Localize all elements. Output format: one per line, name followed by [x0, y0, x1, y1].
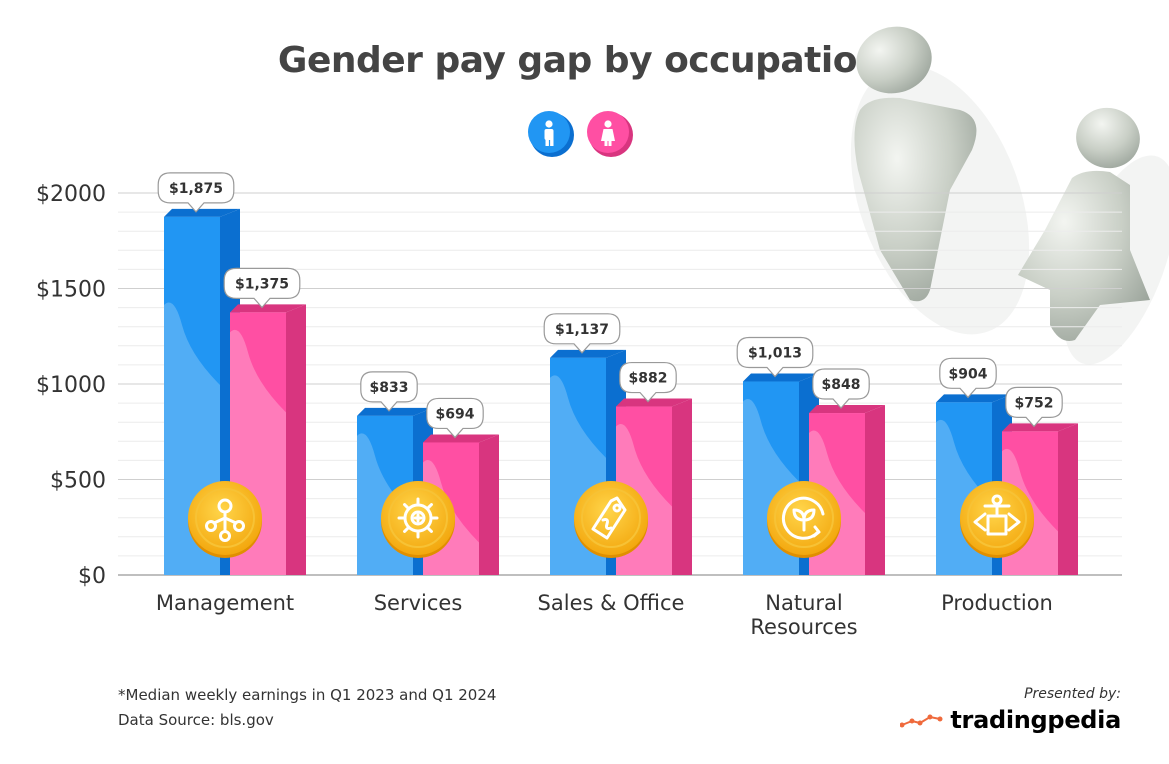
- y-tick-label: $1000: [36, 373, 106, 398]
- male-icon: [528, 111, 574, 157]
- category-label: Natural: [765, 591, 842, 615]
- value-label: $1,013: [736, 336, 814, 378]
- value-label: $694: [426, 397, 484, 439]
- category-icon: [188, 481, 262, 558]
- svg-text:$1,013: $1,013: [748, 346, 802, 362]
- value-label: $1,375: [223, 267, 301, 309]
- conveyor-icon: [973, 494, 1021, 536]
- legend: [528, 111, 633, 157]
- plant-cycle-icon: [781, 496, 825, 540]
- y-tick-label: $2000: [36, 182, 106, 207]
- value-label: $1,875: [157, 172, 235, 213]
- data-source: Data Source: bls.gov: [118, 711, 274, 729]
- category-label: Production: [941, 591, 1053, 615]
- value-label: $848: [812, 368, 870, 409]
- brand-name: tradingpedia: [950, 706, 1121, 734]
- category-icon: [960, 481, 1034, 558]
- svg-text:$1,137: $1,137: [555, 322, 609, 338]
- category-icons: [188, 481, 1034, 558]
- footnote: *Median weekly earnings in Q1 2023 and Q…: [118, 686, 497, 704]
- value-label: $904: [939, 357, 997, 399]
- y-tick-label: $1500: [36, 278, 106, 303]
- category-icon: [574, 481, 648, 558]
- brand-logo[interactable]: tradingpedia: [900, 706, 1121, 734]
- value-label: $833: [360, 371, 418, 412]
- category-label: Management: [156, 591, 294, 615]
- svg-text:$1,875: $1,875: [169, 181, 223, 197]
- value-label: $752: [1005, 386, 1063, 428]
- category-label: Resources: [750, 615, 857, 639]
- trend-line-icon: [900, 714, 943, 728]
- value-label: $1,137: [543, 313, 621, 354]
- category-label: Sales & Office: [538, 591, 685, 615]
- network-icon: [205, 498, 245, 542]
- y-tick-label: $500: [50, 469, 106, 494]
- decorative-people-figures: [850, 26, 1169, 365]
- svg-text:$833: $833: [370, 380, 409, 396]
- data-labels: $1,875 $1,375 $833 $694 $1,137 $882 $1,013 $848…: [157, 172, 1063, 439]
- svg-text:$694: $694: [436, 406, 475, 422]
- svg-text:$848: $848: [822, 377, 861, 393]
- price-tag-icon: [591, 496, 627, 540]
- female-figure-icon: [1018, 107, 1150, 341]
- chart-title: Gender pay gap by occupation: [277, 40, 883, 81]
- svg-text:$1,375: $1,375: [235, 276, 289, 292]
- y-axis: $0 $500 $1000 $1500 $2000: [36, 182, 106, 589]
- category-label: Services: [374, 591, 463, 615]
- svg-text:$882: $882: [629, 371, 668, 387]
- svg-text:$752: $752: [1015, 395, 1054, 411]
- female-icon: [587, 111, 633, 157]
- gear-icon: [397, 497, 439, 539]
- category-icon: [381, 481, 455, 558]
- category-icon: [767, 481, 841, 558]
- svg-text:$904: $904: [949, 366, 988, 382]
- value-label: $882: [619, 361, 677, 403]
- presented-by-label: Presented by:: [1024, 686, 1121, 702]
- y-tick-label: $0: [78, 564, 106, 589]
- x-axis-categories: Management Services Sales & Office NaturalR…: [156, 591, 1053, 639]
